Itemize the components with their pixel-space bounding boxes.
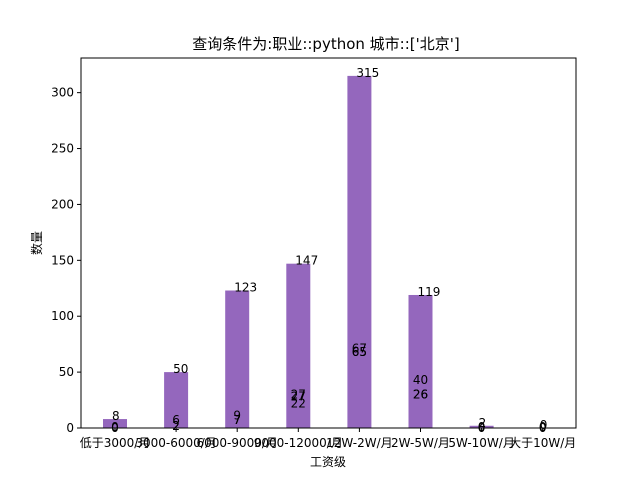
bar-value-label: 147: [295, 254, 318, 268]
overlap-value-label: 0: [111, 420, 119, 434]
chart-title: 查询条件为:职业::python 城市::['北京']: [192, 35, 459, 53]
plot-frame: [80, 57, 577, 429]
bar: [469, 425, 494, 428]
bar-value-label: 8: [112, 409, 120, 423]
labels-layer: 8005062212397714727272231567656511940262…: [111, 66, 547, 435]
x-tick-label: 9000-12000/月: [254, 436, 343, 450]
x-tick-label: 12W-2W/月: [326, 436, 393, 450]
overlap-value-label: 65: [352, 345, 367, 359]
y-tick-label: 100: [51, 309, 74, 323]
x-tick-label: 3000-6000/月: [135, 436, 216, 450]
y-tick-label: 300: [51, 86, 74, 100]
overlap-value-label: 0: [478, 420, 486, 434]
overlap-value-label: 6: [172, 413, 180, 427]
y-tick-label: 200: [51, 197, 74, 211]
bar-value-label: 119: [418, 285, 441, 299]
x-axis-label: 工资级: [310, 455, 346, 469]
overlap-value-label: 67: [352, 342, 367, 356]
bar-value-label: 315: [356, 66, 379, 80]
overlap-value-label: 40: [413, 373, 428, 387]
bar: [286, 263, 311, 428]
overlap-value-label: 9: [233, 409, 241, 423]
overlap-value-label: 27: [291, 387, 306, 401]
bars-layer: [103, 75, 494, 428]
y-tick-label: 250: [51, 142, 74, 156]
x-tick-label: 大于10W/月: [509, 436, 576, 450]
y-axis-label: 数量: [29, 231, 44, 255]
bar: [225, 290, 250, 428]
bar: [408, 294, 433, 428]
overlap-value-label: 2: [172, 419, 180, 433]
overlap-value-label: 27: [291, 390, 306, 404]
x-tick-label: 低于3000/月: [80, 436, 151, 450]
x-tick-label: 2W-5W/月: [391, 436, 450, 450]
y-tick-label: 50: [59, 365, 74, 379]
x-tick-label: 5W-10W/月: [448, 436, 515, 450]
overlap-value-label: 26: [413, 387, 428, 401]
overlap-value-label: 65: [352, 345, 367, 359]
overlap-value-label: 7: [233, 413, 241, 427]
overlap-value-label: 22: [291, 396, 306, 410]
bar-value-label: 0: [540, 418, 548, 432]
bar-value-label: 123: [234, 281, 257, 295]
overlap-value-label: 2: [172, 419, 180, 433]
x-tick-label: 6000-9000/月: [196, 436, 277, 450]
bar: [347, 75, 372, 428]
y-tick-label: 150: [51, 253, 74, 267]
x-axis: 低于3000/月3000-6000/月6000-9000/月9000-12000…: [80, 428, 576, 450]
bar: [103, 419, 127, 428]
y-tick-label: 0: [66, 421, 74, 435]
overlap-value-label: 7: [233, 413, 241, 427]
bar-value-label: 2: [479, 416, 487, 430]
overlap-value-label: 26: [413, 387, 428, 401]
bar-value-label: 50: [173, 362, 188, 376]
y-axis: 0 50 100 150 200 250 300: [51, 86, 81, 435]
bar: [164, 372, 189, 428]
overlap-value-label: 0: [539, 420, 547, 434]
